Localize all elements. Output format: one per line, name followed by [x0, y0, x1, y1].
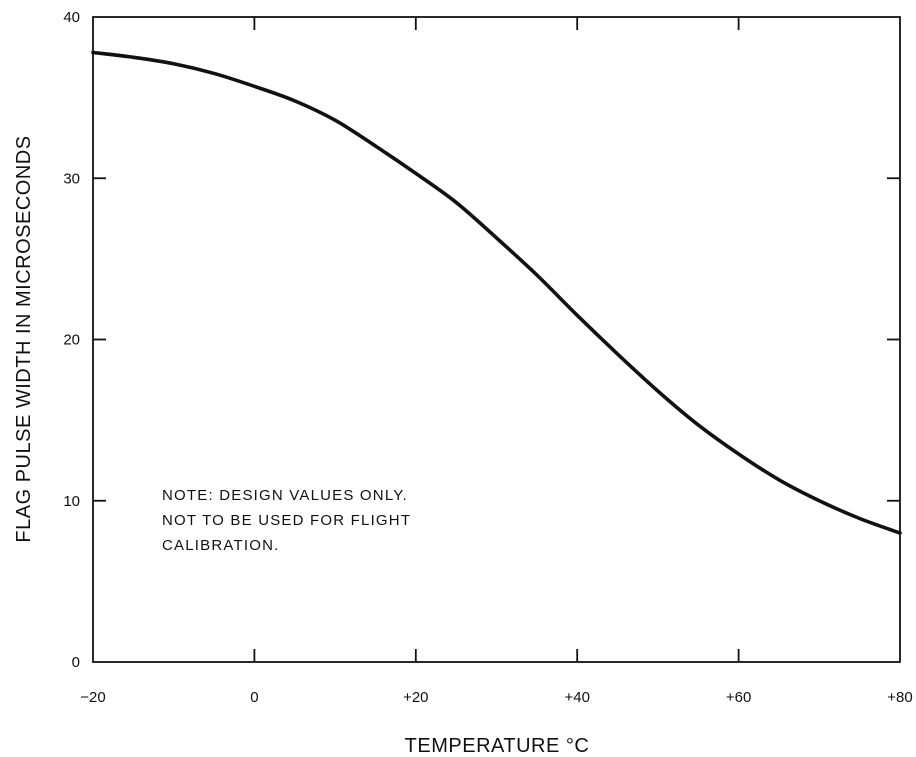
- x-tick-label: +60: [726, 689, 751, 706]
- data-series-line: [91, 50, 902, 535]
- x-tick-label: 0: [250, 689, 258, 706]
- y-tick-label: 30: [63, 170, 80, 187]
- y-tick-label: 20: [63, 332, 80, 349]
- note-annotation: NOTE: DESIGN VALUES ONLY. NOT TO BE USED …: [162, 487, 411, 554]
- x-tick-label: +80: [887, 689, 912, 706]
- tick-marks: [93, 17, 900, 662]
- y-axis-title: FLAG PULSE WIDTH IN MICROSECONDS: [13, 135, 35, 542]
- x-tick-label: +40: [564, 689, 589, 706]
- x-tick-label: +20: [403, 689, 428, 706]
- plot-frame: [92, 16, 901, 663]
- x-tick-label: −20: [80, 689, 105, 706]
- note-line: NOTE: DESIGN VALUES ONLY.: [162, 487, 408, 504]
- y-tick-label: 40: [63, 9, 80, 26]
- y-tick-label: 0: [72, 654, 80, 671]
- note-line: NOT TO BE USED FOR FLIGHT: [162, 512, 411, 529]
- x-axis-title: TEMPERATURE °C: [405, 735, 590, 757]
- note-line: CALIBRATION.: [162, 537, 279, 554]
- tick-labels: −20 0 +20 +40 +60 +80 0 10 20 30 40: [63, 9, 912, 706]
- y-tick-label: 10: [63, 493, 80, 510]
